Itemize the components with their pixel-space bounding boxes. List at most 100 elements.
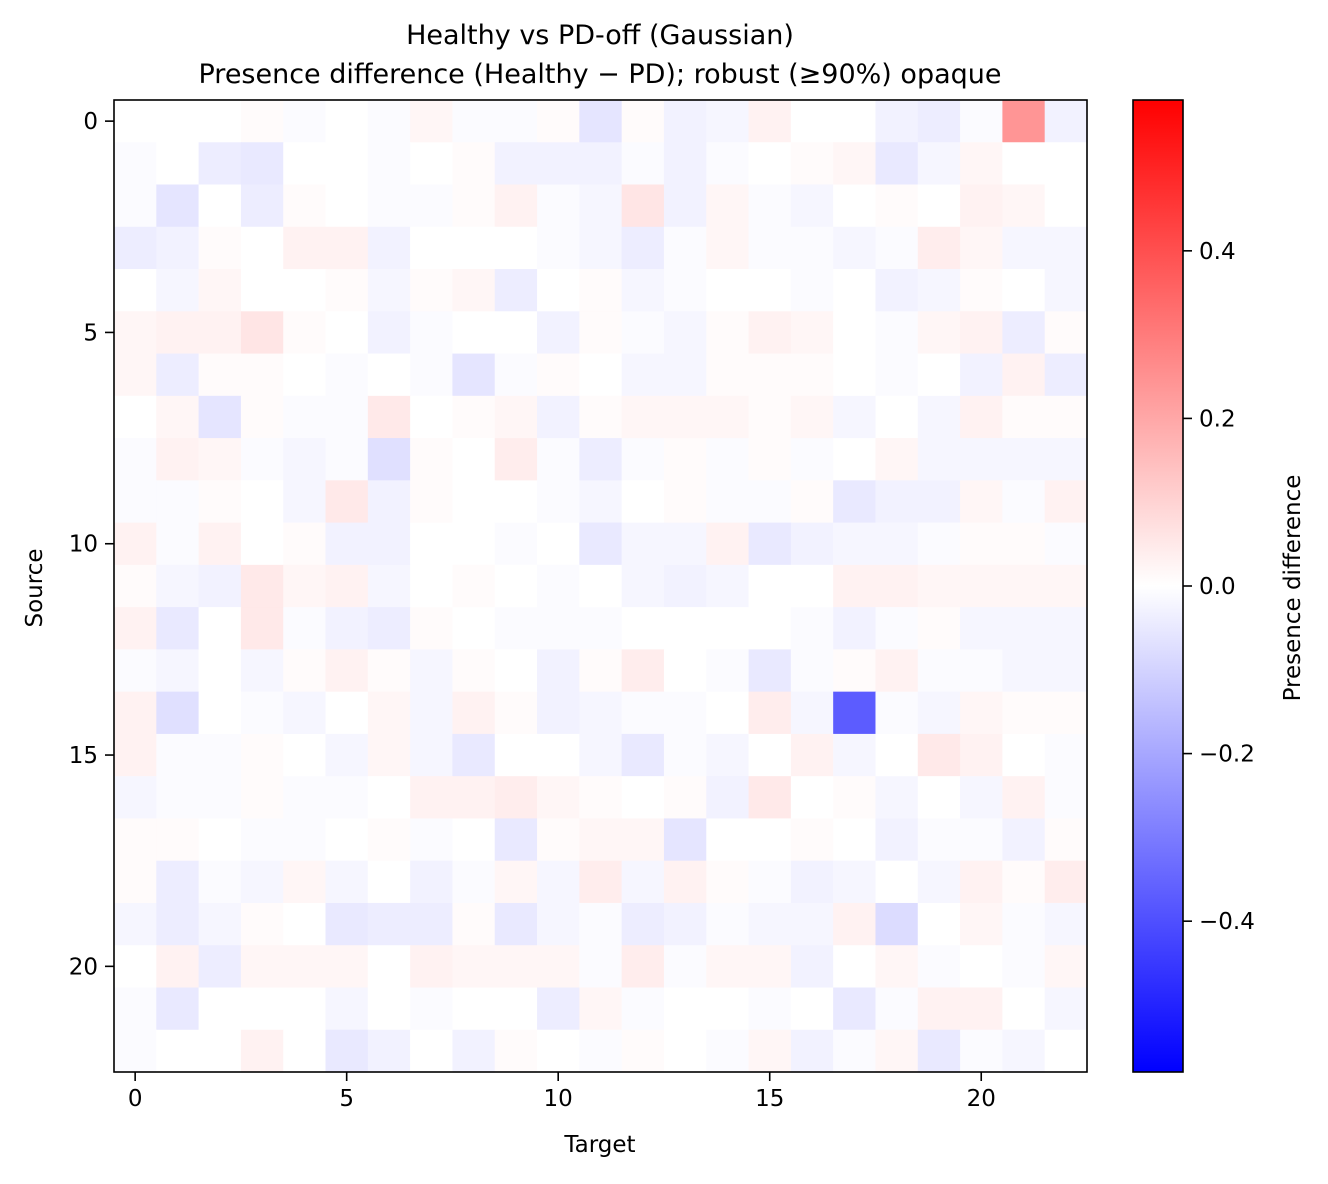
heatmap-cell	[156, 184, 200, 228]
y-axis-label: Source	[22, 549, 48, 628]
heatmap-cell	[240, 564, 284, 608]
heatmap-cell	[494, 902, 538, 946]
heatmap-cell	[748, 987, 792, 1031]
heatmap-cell	[537, 860, 580, 904]
heatmap-cell	[367, 733, 411, 777]
heatmap-cell	[1044, 438, 1088, 481]
heatmap-cell	[198, 691, 242, 735]
heatmap-cell	[833, 480, 877, 524]
heatmap-cell	[156, 564, 200, 608]
heatmap-cell	[960, 395, 1003, 439]
heatmap-cell	[917, 733, 961, 777]
heatmap-cell	[706, 395, 750, 439]
heatmap-cell	[790, 269, 834, 312]
y-tick-label: 15	[69, 743, 98, 769]
heatmap-cell	[410, 987, 454, 1031]
heatmap-cell	[579, 945, 623, 989]
heatmap-cell	[621, 691, 665, 735]
heatmap-cell	[452, 184, 496, 228]
heatmap-cell	[663, 902, 707, 946]
heatmap-cell	[367, 100, 411, 143]
heatmap-cell	[748, 607, 792, 650]
heatmap-cell	[198, 438, 242, 481]
heatmap-cell	[748, 184, 792, 228]
heatmap-cell	[198, 522, 242, 566]
heatmap-cell	[198, 269, 242, 312]
heatmap-cell	[748, 818, 792, 862]
heatmap-cell	[1044, 776, 1088, 820]
heatmap-cell	[198, 649, 242, 693]
heatmap-cell	[114, 649, 157, 693]
heatmap-cell	[875, 142, 919, 186]
heatmap-cell	[875, 1029, 919, 1073]
x-tick-label: 0	[128, 1086, 143, 1112]
heatmap-cell	[1002, 100, 1046, 143]
colorbar-tick-label: −0.4	[1199, 909, 1255, 935]
heatmap-cell	[537, 987, 580, 1031]
heatmap-cell	[156, 142, 200, 186]
heatmap-cell	[790, 649, 834, 693]
heatmap-cell	[579, 269, 623, 312]
heatmap-cell	[748, 945, 792, 989]
heatmap-cell	[1044, 733, 1088, 777]
heatmap-cell	[1044, 100, 1088, 143]
heatmap-cell	[748, 776, 792, 820]
heatmap-cell	[156, 776, 200, 820]
heatmap-cell	[621, 353, 665, 397]
heatmap-cell	[452, 776, 496, 820]
heatmap-cell	[156, 226, 200, 270]
heatmap-cell	[494, 733, 538, 777]
heatmap-cell	[114, 987, 157, 1031]
heatmap-cell	[706, 860, 750, 904]
heatmap-cell	[875, 776, 919, 820]
heatmap-cell	[875, 226, 919, 270]
heatmap-cell	[198, 860, 242, 904]
heatmap-cell	[198, 902, 242, 946]
heatmap-cell	[621, 226, 665, 270]
heatmap-cell	[790, 1029, 834, 1073]
heatmap-cell	[410, 860, 454, 904]
heatmap-cell	[1002, 438, 1046, 481]
heatmap-cell	[240, 987, 284, 1031]
heatmap-cell	[875, 860, 919, 904]
heatmap-cell	[452, 269, 496, 312]
heatmap-cell	[833, 776, 877, 820]
heatmap-cell	[367, 691, 411, 735]
heatmap-cell	[663, 691, 707, 735]
heatmap-cell	[1044, 945, 1088, 989]
heatmap-cell	[790, 818, 834, 862]
heatmap-cell	[325, 184, 369, 228]
heatmap-cell	[114, 100, 157, 143]
heatmap-cell	[537, 269, 580, 312]
heatmap-cell	[790, 353, 834, 397]
heatmap-cell	[748, 269, 792, 312]
heatmap-cell	[875, 902, 919, 946]
heatmap-cell	[833, 733, 877, 777]
heatmap-cell	[706, 522, 750, 566]
heatmap-cell	[494, 987, 538, 1031]
heatmap-cell	[240, 480, 284, 524]
heatmap-cell	[875, 438, 919, 481]
heatmap-cell	[325, 818, 369, 862]
heatmap-cell	[833, 142, 877, 186]
x-axis-ticks: 0 5 10 15 20	[128, 1072, 996, 1112]
heatmap-cell	[875, 353, 919, 397]
heatmap-cell	[283, 649, 327, 693]
heatmap-cell	[156, 987, 200, 1031]
heatmap-cell	[833, 226, 877, 270]
heatmap-cell	[283, 860, 327, 904]
heatmap-cell	[833, 945, 877, 989]
heatmap-cell	[198, 607, 242, 650]
heatmap-cell	[452, 564, 496, 608]
heatmap-cell	[198, 395, 242, 439]
heatmap-cell	[452, 142, 496, 186]
heatmap-cell	[283, 1029, 327, 1073]
heatmap-cell	[156, 649, 200, 693]
heatmap-cell	[410, 607, 454, 650]
heatmap-cell	[283, 733, 327, 777]
heatmap-cell	[537, 395, 580, 439]
heatmap-cell	[494, 818, 538, 862]
heatmap-cell	[917, 607, 961, 650]
heatmap-cell	[1044, 818, 1088, 862]
heatmap-cell	[325, 691, 369, 735]
